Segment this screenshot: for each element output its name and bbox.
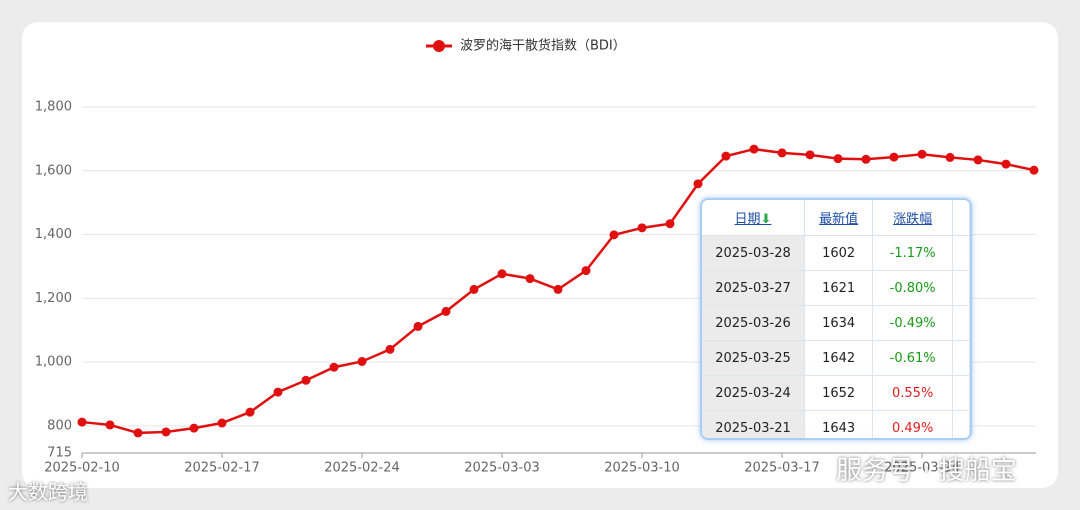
data-point <box>189 423 199 433</box>
data-point <box>693 179 703 189</box>
data-point <box>77 417 87 427</box>
y-tick-label: 1,400 <box>35 227 72 242</box>
cell-value: 1602 <box>804 235 874 271</box>
table: 日期⬇ 最新值 涨跌幅 2025-03-28 1602 -1.17% 2025-03-… <box>702 200 970 438</box>
cell-change: -0.49% <box>872 305 953 341</box>
header-text[interactable]: 日期 <box>734 212 761 227</box>
data-point <box>329 362 339 372</box>
cell-change: -1.17% <box>872 235 953 271</box>
data-point <box>917 149 927 159</box>
x-tick-label: 2025-02-24 <box>324 461 400 476</box>
watermark-left: 大数跨境 <box>8 480 88 504</box>
cell-date: 2025-03-28 <box>702 235 805 271</box>
data-point <box>777 148 787 158</box>
cell-change: 0.49% <box>872 410 953 438</box>
y-tick-label: 1,200 <box>35 291 72 306</box>
cell-value: 1621 <box>804 270 874 306</box>
data-point <box>553 284 563 294</box>
table-row: 2025-03-21 1643 0.49% <box>702 410 970 438</box>
data-point <box>413 321 423 331</box>
y-tick-label: 800 <box>47 418 72 433</box>
cell-change: 0.55% <box>872 375 953 411</box>
data-point <box>889 152 899 162</box>
data-point <box>805 150 815 160</box>
data-point <box>749 144 759 154</box>
cell-change: -0.61% <box>872 340 953 376</box>
data-point <box>833 154 843 164</box>
x-tick-label: 2025-03-24 <box>884 461 960 476</box>
legend-marker <box>433 40 445 52</box>
cell-date: 2025-03-24 <box>702 375 805 411</box>
x-tick-label: 2025-02-17 <box>184 461 260 476</box>
data-point <box>861 154 871 164</box>
cell-value: 1652 <box>804 375 874 411</box>
data-point <box>1001 159 1011 169</box>
header-empty <box>952 200 970 236</box>
data-point <box>637 223 647 233</box>
cell-date: 2025-03-27 <box>702 270 805 306</box>
cell-value: 1643 <box>804 410 874 438</box>
header-change[interactable]: 涨跌幅 <box>872 200 953 236</box>
y-tick-label: 1,800 <box>35 100 72 115</box>
cell-value: 1642 <box>804 340 874 376</box>
cell-empty <box>952 410 970 438</box>
data-table: 日期⬇ 最新值 涨跌幅 2025-03-28 1602 -1.17% 2025-03-… <box>700 198 972 440</box>
table-row: 2025-03-24 1652 0.55% <box>702 375 970 411</box>
x-tick-label: 2025-03-03 <box>464 461 540 476</box>
watermark-right: 服务号 · 搜船宝 <box>836 456 1017 486</box>
table-row: 2025-03-25 1642 -0.61% <box>702 340 970 376</box>
table-row: 2025-03-28 1602 -1.17% <box>702 235 970 271</box>
data-point <box>357 356 367 366</box>
data-point <box>665 219 675 229</box>
cell-change: -0.80% <box>872 270 953 306</box>
cell-empty <box>952 235 970 271</box>
cell-empty <box>952 340 970 376</box>
data-point <box>469 284 479 294</box>
cell-date: 2025-03-26 <box>702 305 805 341</box>
cell-empty <box>952 270 970 306</box>
table-row: 2025-03-27 1621 -0.80% <box>702 270 970 306</box>
data-point <box>497 269 507 279</box>
y-tick-label: 715 <box>47 446 72 461</box>
x-tick-label: 2025-03-17 <box>744 461 820 476</box>
data-point <box>133 428 143 438</box>
header-date[interactable]: 日期⬇ <box>702 200 805 236</box>
cell-date: 2025-03-25 <box>702 340 805 376</box>
table-row: 2025-03-26 1634 -0.49% <box>702 305 970 341</box>
cell-date: 2025-03-21 <box>702 410 805 438</box>
data-point <box>217 418 227 428</box>
x-tick-label: 2025-03-10 <box>604 461 680 476</box>
data-point <box>245 407 255 417</box>
data-point <box>273 387 283 397</box>
data-point <box>441 306 451 316</box>
cell-value: 1634 <box>804 305 874 341</box>
table-body: 2025-03-28 1602 -1.17% 2025-03-27 1621 -0.80%… <box>702 235 970 438</box>
y-tick-label: 1,600 <box>35 163 72 178</box>
data-point <box>581 266 591 276</box>
data-point <box>385 344 395 354</box>
header-value[interactable]: 最新值 <box>804 200 874 236</box>
data-point <box>161 427 171 437</box>
y-tick-label: 1,000 <box>35 355 72 370</box>
cell-empty <box>952 305 970 341</box>
x-tick-label: 2025-02-10 <box>44 461 120 476</box>
data-point <box>721 151 731 161</box>
data-point <box>105 420 115 430</box>
data-point <box>609 230 619 240</box>
data-point <box>973 155 983 165</box>
cell-empty <box>952 375 970 411</box>
data-point <box>945 152 955 162</box>
data-point <box>1029 165 1039 175</box>
legend-label: 波罗的海干散货指数（BDI） <box>460 38 626 54</box>
data-point <box>525 274 535 284</box>
data-point <box>301 375 311 385</box>
